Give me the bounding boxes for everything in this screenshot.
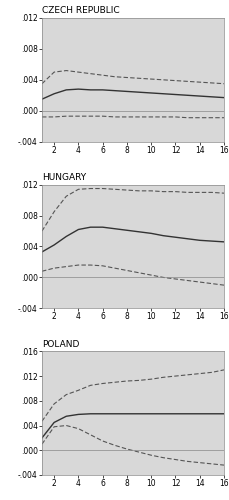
Text: CZECH REPUBLIC: CZECH REPUBLIC (42, 6, 120, 16)
Text: POLAND: POLAND (42, 340, 79, 349)
Text: HUNGARY: HUNGARY (42, 173, 86, 182)
